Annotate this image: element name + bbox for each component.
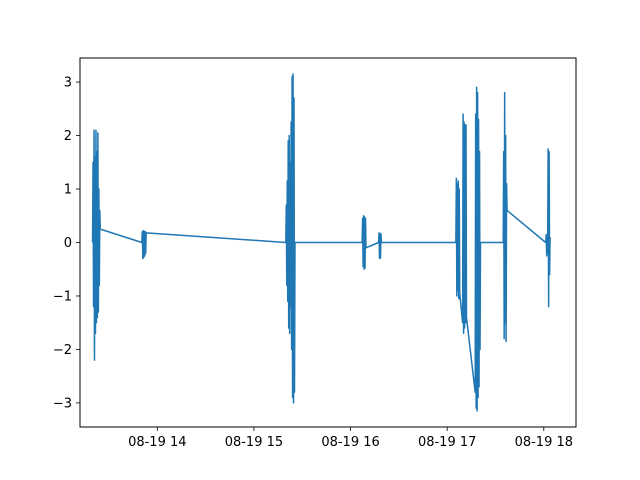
series-layer <box>91 73 551 412</box>
y-tick-label: −3 <box>53 396 72 411</box>
y-tick-label: 2 <box>64 129 72 144</box>
x-tick-label: 08-19 17 <box>418 435 476 450</box>
x-tick-label: 08-19 14 <box>128 435 186 450</box>
x-axis-ticks: 08-19 14 08-19 15 08-19 16 08-19 17 08-19 18 <box>128 427 573 450</box>
x-tick-label: 08-19 16 <box>321 435 379 450</box>
y-tick-label: 0 <box>64 236 72 251</box>
y-tick-label: 3 <box>64 76 72 91</box>
y-tick-label: −2 <box>53 343 72 358</box>
x-tick-label: 08-19 15 <box>225 435 283 450</box>
y-tick-label: 1 <box>64 183 72 198</box>
series-line-0 <box>91 73 551 412</box>
x-tick-label: 08-19 18 <box>515 435 573 450</box>
y-axis-ticks: −3 −2 −1 0 1 2 3 <box>53 76 80 411</box>
y-tick-label: −1 <box>53 289 72 304</box>
